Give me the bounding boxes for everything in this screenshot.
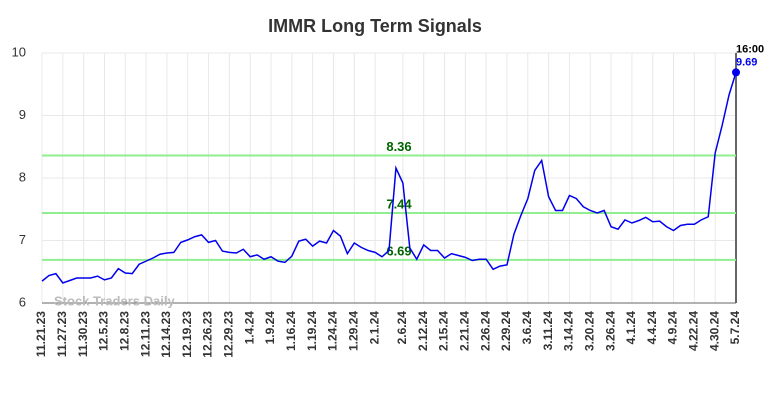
level-label: 7.44 <box>386 196 412 211</box>
x-tick-label: 2.15.24 <box>437 311 451 351</box>
x-tick-label: 3.6.24 <box>520 311 534 345</box>
y-tick-label: 7 <box>19 232 26 247</box>
last-time: 16:00 <box>736 43 764 55</box>
x-tick-label: 3.20.24 <box>582 311 596 351</box>
x-tick-label: 3.26.24 <box>603 311 617 351</box>
x-tick-label: 12.14.23 <box>159 311 173 358</box>
x-tick-label: 1.24.24 <box>326 311 340 351</box>
x-tick-label: 3.11.24 <box>541 311 555 351</box>
x-tick-label: 2.21.24 <box>458 311 472 351</box>
x-tick-label: 11.27.23 <box>55 311 69 357</box>
x-tick-label: 1.19.24 <box>305 311 319 351</box>
x-tick-label: 12.11.23 <box>138 311 152 357</box>
x-tick-label: 12.8.23 <box>117 311 131 351</box>
x-tick-label: 5.7.24 <box>728 311 742 345</box>
x-tick-label: 12.5.23 <box>97 311 111 351</box>
x-tick-label: 4.22.24 <box>687 311 701 351</box>
x-tick-label: 2.29.24 <box>499 311 513 351</box>
x-tick-label: 4.30.24 <box>707 311 721 351</box>
y-tick-label: 9 <box>19 107 26 122</box>
x-tick-label: 11.21.23 <box>34 311 48 357</box>
level-label: 8.36 <box>386 139 411 154</box>
x-tick-label: 4.9.24 <box>666 311 680 345</box>
price-line <box>41 72 737 284</box>
x-tick-label: 2.12.24 <box>416 311 430 351</box>
y-tick-label: 8 <box>19 169 26 184</box>
last-value: 9.69 <box>736 56 757 68</box>
x-tick-label: 12.19.23 <box>180 311 194 358</box>
y-tick-label: 10 <box>12 44 26 59</box>
x-tick-label: 3.14.24 <box>562 311 576 351</box>
x-tick-label: 4.4.24 <box>645 311 659 345</box>
x-tick-label: 1.16.24 <box>284 311 298 351</box>
x-tick-label: 1.4.24 <box>242 311 256 345</box>
x-tick-label: 12.26.23 <box>201 311 215 358</box>
level-label: 6.69 <box>386 243 411 258</box>
last-point <box>732 68 740 77</box>
x-tick-label: 2.26.24 <box>478 311 492 351</box>
x-tick-label: 2.6.24 <box>395 311 409 345</box>
x-tick-label: 11.30.23 <box>76 311 90 357</box>
chart-title: IMMR Long Term Signals <box>268 16 482 36</box>
x-tick-label: 12.29.23 <box>222 311 236 358</box>
x-tick-label: 1.29.24 <box>346 311 360 351</box>
x-tick-label: 1.9.24 <box>263 311 277 345</box>
watermark: Stock Traders Daily <box>54 293 175 308</box>
y-tick-label: 6 <box>19 294 26 309</box>
x-tick-label: 4.1.24 <box>624 311 638 345</box>
x-tick-label: 2.1.24 <box>367 311 381 345</box>
